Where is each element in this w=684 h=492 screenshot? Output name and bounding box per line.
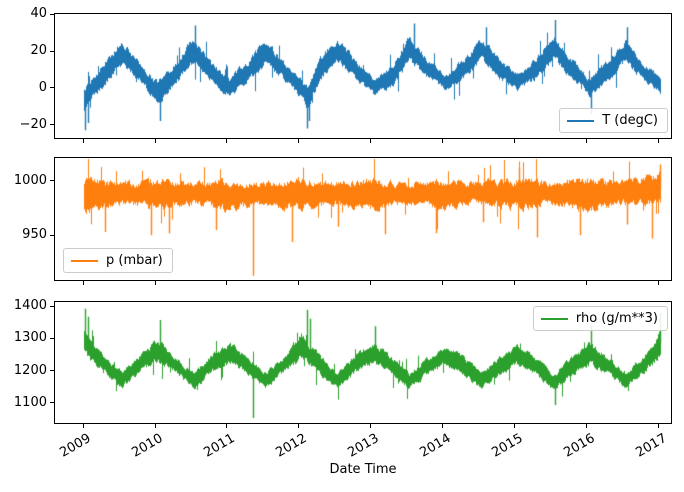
x-axis-tick (82, 139, 84, 143)
x-axis-tick (658, 281, 660, 285)
y-axis-tick (50, 305, 54, 307)
legend-line-sample-density (540, 317, 568, 320)
x-axis-tick (514, 139, 516, 143)
y-axis-tick (50, 50, 54, 52)
y-tick-label: 20 (30, 43, 47, 59)
legend-label-temperature: T (degC) (602, 113, 658, 128)
y-axis-tick (50, 124, 54, 126)
x-axis-tick (298, 139, 300, 143)
y-axis-tick (50, 337, 54, 339)
y-tick-label: 40 (30, 6, 47, 22)
y-tick-label: −20 (19, 116, 47, 132)
y-axis-tick (50, 180, 54, 182)
y-axis-tick (50, 402, 54, 403)
y-axis-tick (50, 370, 54, 371)
x-axis-tick (514, 281, 516, 285)
x-axis-tick (586, 424, 588, 428)
x-axis-tick (658, 139, 660, 143)
legend-label-pressure: p (mbar) (106, 253, 163, 268)
legend-line-sample-temperature (567, 119, 595, 122)
x-axis-tick (370, 281, 372, 285)
y-tick-label: 1000 (13, 172, 47, 188)
x-axis-tick (442, 281, 444, 285)
legend-pressure: p (mbar) (63, 248, 173, 273)
x-axis-tick (82, 424, 84, 428)
x-axis-title: Date Time (329, 462, 397, 477)
subplot-temperature: T (degC) 40 20 0 −20 (20, 6, 672, 143)
y-tick-label: 1100 (13, 394, 47, 410)
y-tick-label: 1400 (13, 298, 47, 314)
y-axis-tick (50, 13, 54, 15)
subplot-pressure: p (mbar) 1000 950 (14, 157, 672, 285)
x-axis-tick (298, 424, 300, 428)
x-axis-tick (370, 139, 372, 143)
x-axis-tick (370, 424, 372, 428)
x-axis-tick (82, 281, 84, 285)
y-axis-tick (50, 234, 54, 236)
x-axis-tick (442, 424, 444, 428)
x-axis-tick (658, 424, 660, 428)
y-tick-label: 1300 (13, 330, 47, 346)
y-tick-label: 1200 (13, 362, 47, 378)
y-axis-tick (50, 87, 54, 89)
x-axis-tick (442, 139, 444, 143)
legend-density: rho (g/m**3) (532, 306, 668, 331)
x-axis-tick (154, 281, 156, 285)
x-axis-tick (154, 424, 156, 428)
legend-line-sample-pressure (71, 259, 98, 262)
x-axis-tick (226, 281, 228, 285)
x-axis-tick (226, 139, 228, 143)
subplot-density: rho (g/m**3) 1400 1300 1200 1100 2009 2010 201… (14, 298, 672, 461)
x-axis-tick (586, 139, 588, 143)
legend-label-density: rho (g/m**3) (575, 311, 658, 326)
x-axis-tick (298, 281, 300, 285)
x-axis-tick (226, 424, 228, 428)
legend-temperature: T (degC) (559, 108, 668, 133)
x-axis-tick (514, 424, 516, 428)
x-axis-tick (154, 139, 156, 143)
x-axis-tick (586, 281, 588, 285)
y-tick-label: 950 (22, 227, 47, 243)
y-tick-label: 0 (38, 79, 47, 95)
